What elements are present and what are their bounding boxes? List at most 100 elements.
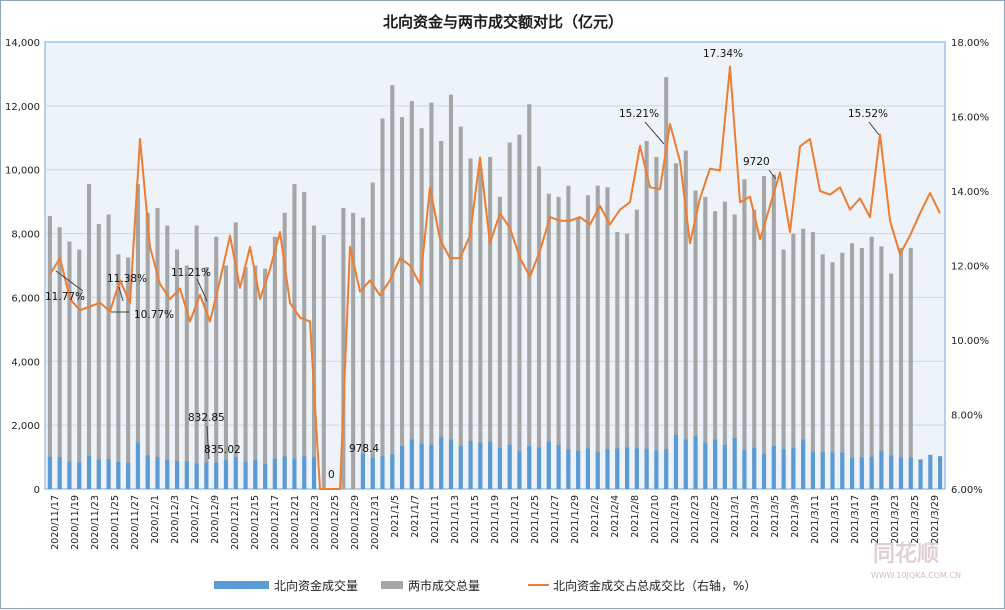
bar-northbound [546, 441, 551, 489]
x-tick-label: 2020/12/9 [210, 495, 221, 544]
bar-northbound [859, 457, 864, 489]
bar-northbound [683, 439, 688, 489]
bar-northbound [47, 456, 52, 489]
x-tick-label: 2021/1/13 [450, 495, 461, 544]
y-tick-label: 8,000 [11, 230, 40, 241]
bar-total [321, 235, 326, 489]
bar-total [654, 156, 659, 489]
annotation-leader [768, 169, 777, 180]
bar-total [713, 211, 718, 489]
bar-total [135, 184, 140, 489]
bar-total [204, 267, 209, 489]
bar-northbound [693, 436, 698, 489]
bar-northbound [360, 453, 365, 489]
bar-northbound [116, 461, 121, 489]
bar-northbound [311, 457, 317, 489]
bar-northbound [263, 464, 268, 489]
bar-total [194, 225, 199, 489]
bar-total [184, 265, 189, 489]
x-tick-label: 2020/12/17 [270, 495, 281, 550]
bar-northbound [409, 439, 414, 489]
bar-northbound [175, 460, 180, 489]
bar-northbound [625, 447, 630, 489]
bar-total [86, 184, 92, 489]
bar-northbound [908, 457, 913, 489]
x-tick-label: 2020/12/31 [370, 495, 381, 550]
bar-northbound [448, 439, 454, 489]
bar-total [752, 209, 757, 489]
bar-northbound [879, 450, 884, 489]
data-label: 17.34% [703, 48, 743, 60]
bar-total [517, 134, 522, 490]
bar-total [47, 216, 52, 489]
bar-northbound [155, 457, 160, 489]
annotation-leader [118, 286, 124, 302]
bar-northbound [722, 444, 727, 489]
bar-northbound [478, 442, 483, 489]
x-tick-label: 2020/12/23 [310, 495, 321, 550]
bar-northbound [536, 447, 542, 489]
legend-swatch-total [381, 581, 403, 589]
bar-northbound [527, 445, 532, 489]
x-tick-label: 2021/1/19 [490, 495, 501, 544]
x-tick-label: 2021/1/7 [410, 495, 421, 538]
x-tick-label: 2020/11/25 [110, 495, 121, 550]
bar-total [292, 184, 297, 489]
bar-northbound [918, 459, 923, 489]
y-tick-label: 4,000 [11, 357, 40, 368]
plot-area [44, 41, 946, 490]
bar-northbound [556, 444, 561, 489]
x-tick-label: 2021/2/19 [670, 495, 681, 544]
x-tick-label: 2020/12/11 [230, 495, 241, 550]
legend: 北向资金成交量 两市成交总量 北向资金成交占总成交比（右轴，%） [214, 578, 756, 593]
bar-total [801, 228, 806, 489]
bar-total [761, 176, 767, 489]
bar-total [488, 156, 493, 489]
y-tick-label: 12,000 [5, 102, 40, 113]
bar-northbound [184, 461, 189, 489]
bar-northbound [380, 456, 385, 489]
bar-northbound [233, 457, 238, 489]
data-label: 11.21% [171, 267, 211, 279]
data-label: 978.4 [349, 443, 379, 455]
bar-total [703, 196, 708, 489]
bar-total [889, 273, 894, 489]
x-tick-label: 2021/3/29 [930, 495, 941, 544]
bar-northbound [302, 456, 307, 489]
bar-total [145, 212, 150, 489]
bar-northbound [370, 457, 375, 489]
bar-northbound [497, 447, 502, 489]
x-tick-label: 2021/3/19 [870, 495, 881, 544]
bar-northbound [830, 452, 835, 489]
bar-total [175, 249, 180, 489]
bar-northbound [253, 460, 258, 489]
bar-northbound [57, 457, 62, 489]
x-tick-label: 2021/1/15 [470, 495, 481, 544]
bar-northbound [850, 457, 855, 489]
bar-total [57, 227, 62, 489]
bar-total [165, 225, 170, 489]
x-tick-label: 2020/11/23 [90, 495, 101, 550]
bar-northbound [458, 445, 463, 489]
bar-total [439, 140, 444, 489]
bar-northbound [585, 448, 590, 489]
bar-total [253, 265, 258, 489]
x-tick-label: 2020/12/21 [290, 495, 301, 550]
x-tick-label: 2020/11/17 [50, 495, 61, 550]
bar-total [869, 236, 874, 489]
x-tick-label: 2021/2/4 [610, 495, 621, 538]
data-label: 11.77% [45, 291, 85, 303]
data-label: 832.85 [188, 412, 225, 424]
x-tick-label: 2020/12/1 [150, 495, 161, 544]
bar-total [673, 163, 679, 490]
bar-total [448, 94, 454, 490]
bar-northbound [214, 462, 219, 489]
bar-northbound [272, 458, 277, 489]
bar-northbound [928, 454, 933, 489]
x-tick-label: 2021/3/23 [890, 495, 901, 544]
bar-total [556, 196, 561, 489]
bar-total [116, 254, 121, 489]
bar-northbound [644, 448, 649, 489]
bar-northbound [165, 459, 170, 489]
